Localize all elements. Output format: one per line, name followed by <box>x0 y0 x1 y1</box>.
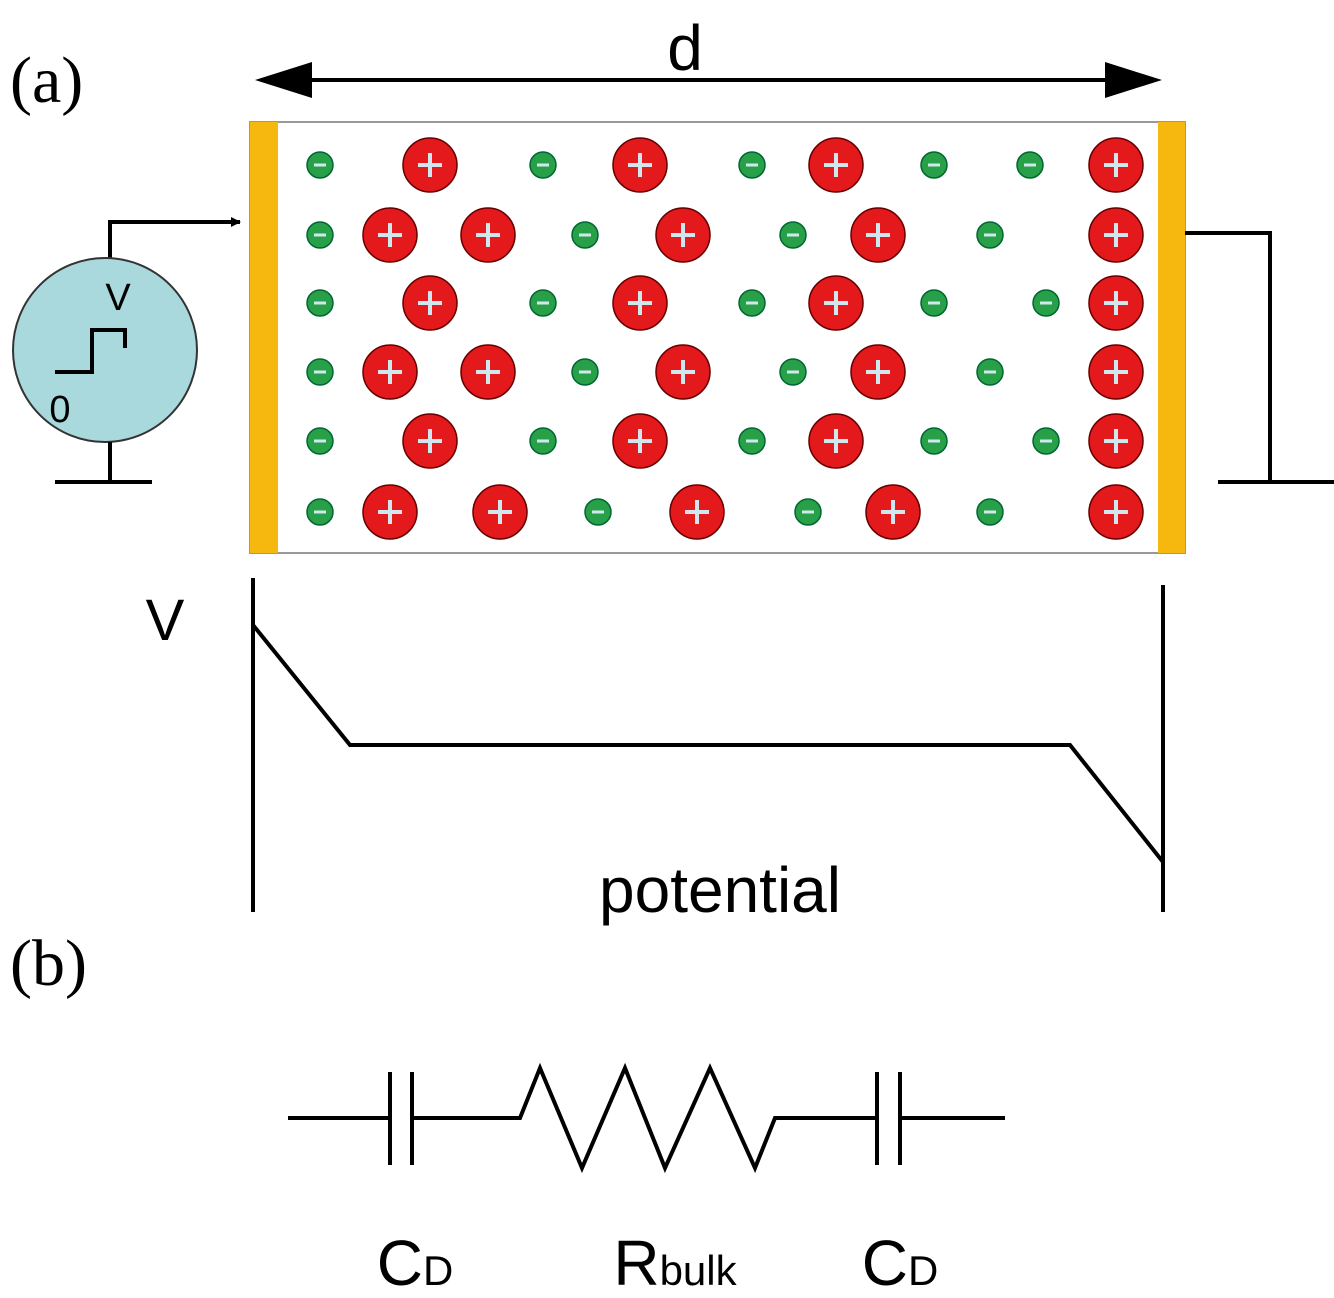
anion <box>795 499 821 525</box>
anion <box>572 359 598 385</box>
cation <box>1089 485 1143 539</box>
anion <box>307 222 333 248</box>
label-sub: D <box>423 1247 453 1294</box>
cation <box>1089 345 1143 399</box>
figure: (a) d V 0 V potential (b) <box>0 0 1334 1298</box>
anion <box>780 359 806 385</box>
source-low: 0 <box>49 389 70 431</box>
component-label: CD <box>377 1227 454 1298</box>
cation <box>461 345 515 399</box>
source-high: V <box>105 277 131 319</box>
cation <box>403 276 457 330</box>
panel-label: (a) <box>10 44 83 117</box>
panel-label: (b) <box>10 927 87 1000</box>
anion <box>739 428 765 454</box>
cation <box>1089 414 1143 468</box>
label-sub: D <box>908 1247 938 1294</box>
cation <box>1089 208 1143 262</box>
anion <box>530 152 556 178</box>
cation <box>809 276 863 330</box>
anion <box>307 290 333 316</box>
cation <box>851 345 905 399</box>
width-label: d <box>667 12 703 84</box>
cation <box>403 138 457 192</box>
voltage-source: V 0 <box>13 222 240 482</box>
anion <box>307 152 333 178</box>
width-arrow <box>255 62 1162 98</box>
anion <box>1033 428 1059 454</box>
anion <box>307 499 333 525</box>
cation <box>613 414 667 468</box>
anion <box>572 222 598 248</box>
potential-level: V <box>146 588 185 653</box>
component-label: Rbulk <box>613 1227 737 1298</box>
cation <box>670 485 724 539</box>
anion <box>921 428 947 454</box>
anion <box>530 428 556 454</box>
label-sub: bulk <box>660 1247 738 1294</box>
label-main: R <box>613 1227 659 1298</box>
anion <box>307 428 333 454</box>
cation <box>866 485 920 539</box>
anion <box>977 499 1003 525</box>
anion <box>739 152 765 178</box>
cation <box>809 414 863 468</box>
ground <box>1185 233 1334 482</box>
anion <box>585 499 611 525</box>
anion <box>921 290 947 316</box>
cation <box>461 208 515 262</box>
anion <box>977 359 1003 385</box>
anion <box>921 152 947 178</box>
cation <box>613 276 667 330</box>
cation <box>363 345 417 399</box>
anion <box>780 222 806 248</box>
cation <box>363 485 417 539</box>
component-label: CD <box>862 1227 939 1298</box>
anion <box>1017 152 1043 178</box>
cation <box>613 138 667 192</box>
cation <box>656 345 710 399</box>
cation <box>1089 138 1143 192</box>
potential-caption: potential <box>599 854 841 926</box>
potential-profile: V potential <box>146 578 1163 926</box>
cation <box>363 208 417 262</box>
cation <box>473 485 527 539</box>
label-main: C <box>862 1227 908 1298</box>
equivalent-circuit <box>288 1068 1005 1168</box>
anion <box>1033 290 1059 316</box>
cation <box>851 208 905 262</box>
anion <box>977 222 1003 248</box>
anion <box>530 290 556 316</box>
anion <box>739 290 765 316</box>
cation <box>403 414 457 468</box>
cation <box>656 208 710 262</box>
label-main: C <box>377 1227 423 1298</box>
cation <box>1089 276 1143 330</box>
anion <box>307 359 333 385</box>
cation <box>809 138 863 192</box>
